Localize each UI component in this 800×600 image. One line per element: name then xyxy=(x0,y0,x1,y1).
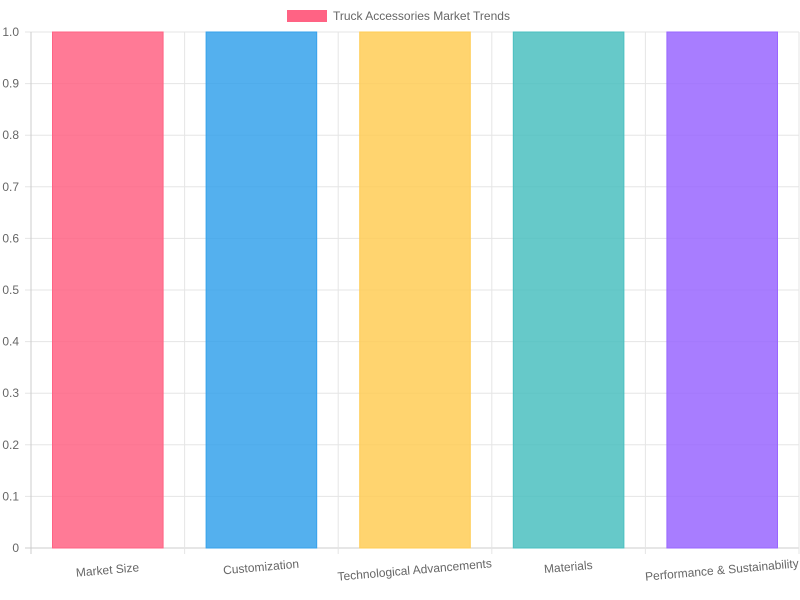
y-tick-label: 1.0 xyxy=(2,25,19,39)
y-tick-label: 0 xyxy=(12,541,19,555)
y-tick-label: 0.5 xyxy=(2,283,19,297)
bar-performance-sustainability[interactable] xyxy=(666,31,778,549)
bar-technological-advancements[interactable] xyxy=(359,31,471,549)
y-tick-label: 0.9 xyxy=(2,77,19,91)
x-tick-label: Performance & Sustainability xyxy=(644,556,799,583)
y-tick-label: 0.7 xyxy=(2,180,19,194)
x-tick-label: Technological Advancements xyxy=(337,556,492,583)
x-tick-label: Customization xyxy=(223,557,300,578)
legend-swatch[interactable] xyxy=(287,10,327,22)
x-tick-label: Materials xyxy=(543,558,593,576)
y-tick-label: 0.4 xyxy=(2,335,19,349)
bar-customization[interactable] xyxy=(205,31,318,549)
y-tick-label: 0.1 xyxy=(2,489,19,503)
legend[interactable]: Truck Accessories Market Trends xyxy=(287,9,510,23)
bar-materials[interactable] xyxy=(512,31,625,549)
bars-layer xyxy=(52,31,778,549)
y-tick-label: 0.6 xyxy=(2,231,19,245)
y-tick-label: 0.3 xyxy=(2,386,19,400)
y-tick-label: 0.2 xyxy=(2,438,19,452)
bar-market-size[interactable] xyxy=(52,31,164,549)
y-tick-label: 0.8 xyxy=(2,128,19,142)
legend-label[interactable]: Truck Accessories Market Trends xyxy=(333,9,510,23)
x-tick-label: Market Size xyxy=(75,560,140,579)
